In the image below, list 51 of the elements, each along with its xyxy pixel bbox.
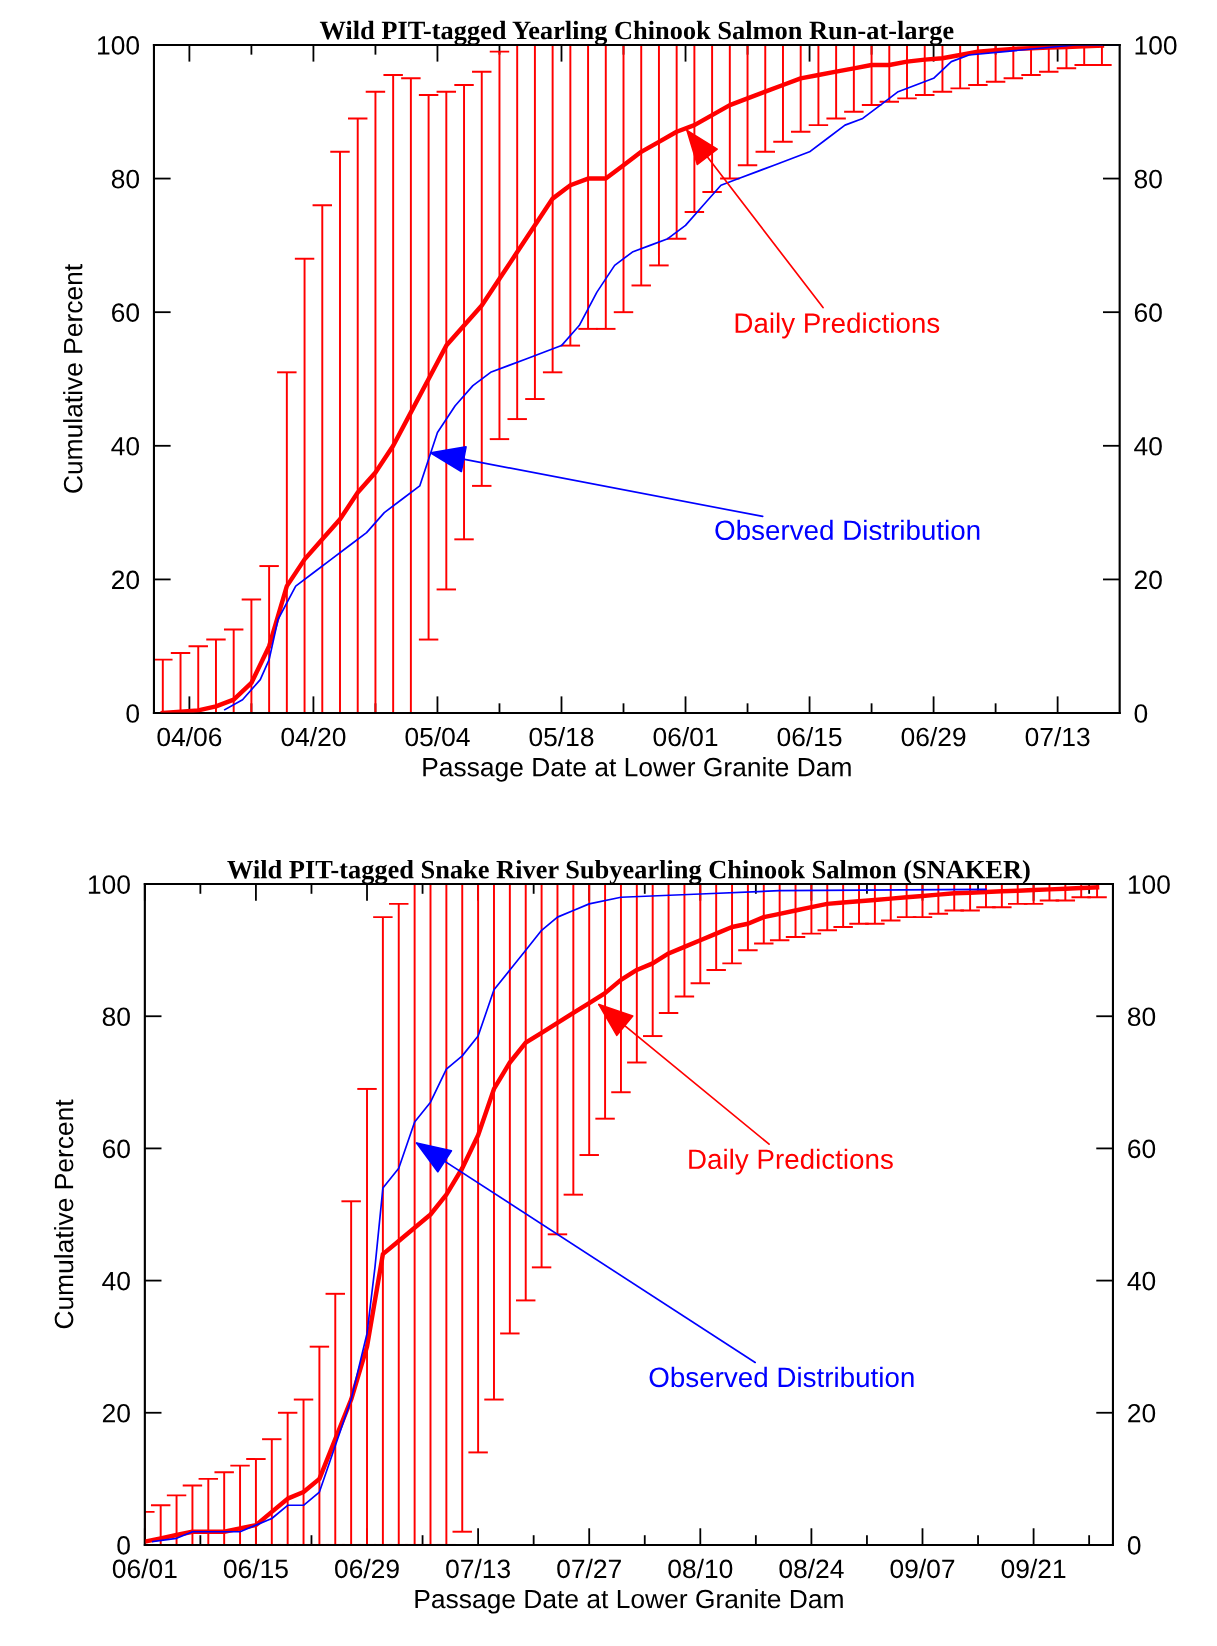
x-tick-label: 07/13 xyxy=(1025,726,1090,747)
x-axis-title: Passage Date at Lower Granite Dam xyxy=(423,757,851,782)
y-tick-label: 80 xyxy=(102,1007,130,1027)
x-tick-label: 07/27 xyxy=(557,1558,621,1579)
y2-tick-label: 0 xyxy=(1134,704,1148,723)
y2-tick-label: 80 xyxy=(1127,1007,1156,1027)
y2-tick-label: 80 xyxy=(1134,169,1162,189)
y-tick-label: 20 xyxy=(102,1403,130,1423)
y-axis-title: Cumulative Percent xyxy=(63,264,83,493)
annotation: Observed Distribution xyxy=(715,519,980,541)
y-tick-label: 60 xyxy=(102,1139,130,1159)
y2-tick-label: 100 xyxy=(1135,36,1177,55)
y2-tick-label: 60 xyxy=(1134,303,1162,322)
x-tick-label: 05/04 xyxy=(405,726,470,747)
annotation: Observed Distribution xyxy=(649,1366,914,1388)
x-tick-label: 06/29 xyxy=(335,1558,399,1579)
y-tick-label: 0 xyxy=(126,704,140,723)
y2-tick-label: 40 xyxy=(1127,1271,1156,1291)
y2-tick-label: 100 xyxy=(1128,875,1170,894)
x-tick-label: 08/10 xyxy=(668,1558,733,1579)
x-tick-label: 06/15 xyxy=(777,726,842,747)
y-tick-label: 60 xyxy=(112,303,140,322)
y-axis-title: Cumulative Percent xyxy=(53,1099,74,1329)
x-tick-label: 04/06 xyxy=(157,726,222,747)
x-axis-title: Passage Date at Lower Granite Dam xyxy=(415,1588,843,1614)
x-tick-label: 05/18 xyxy=(529,726,594,747)
y2-tick-label: 20 xyxy=(1134,570,1162,590)
x-tick-label: 09/21 xyxy=(1001,1558,1066,1579)
y-tick-label: 100 xyxy=(88,875,130,894)
y-tick-label: 20 xyxy=(112,570,140,590)
chart-title: Wild PIT-tagged Yearling Chinook Salmon Run-at-large xyxy=(319,20,954,45)
chart-title: Wild PIT-tagged Snake River Subyearling Chinook Salmon (SNAKER) xyxy=(227,859,1030,885)
y-tick-label: 80 xyxy=(111,169,140,189)
y-tick-label: 40 xyxy=(111,436,140,456)
x-tick-label: 08/24 xyxy=(779,1558,844,1579)
y-tick-label: 0 xyxy=(117,1536,130,1555)
y2-tick-label: 40 xyxy=(1134,436,1162,456)
y2-tick-label: 60 xyxy=(1128,1139,1156,1159)
y2-tick-label: 0 xyxy=(1127,1536,1141,1555)
annotation: Daily Predictions xyxy=(689,1148,893,1175)
y2-tick-label: 20 xyxy=(1128,1403,1156,1423)
x-tick-label: 06/29 xyxy=(901,726,966,747)
x-tick-label: 07/13 xyxy=(446,1558,510,1579)
x-tick-label: 09/07 xyxy=(890,1558,955,1579)
y-tick-label: 40 xyxy=(102,1271,130,1291)
annotation: Daily Predictions xyxy=(735,312,940,339)
x-tick-label: 06/01 xyxy=(112,1558,177,1579)
x-tick-label: 06/01 xyxy=(653,726,718,747)
x-tick-label: 04/20 xyxy=(281,726,346,747)
y-tick-label: 100 xyxy=(98,36,140,55)
x-tick-label: 06/15 xyxy=(223,1558,288,1579)
